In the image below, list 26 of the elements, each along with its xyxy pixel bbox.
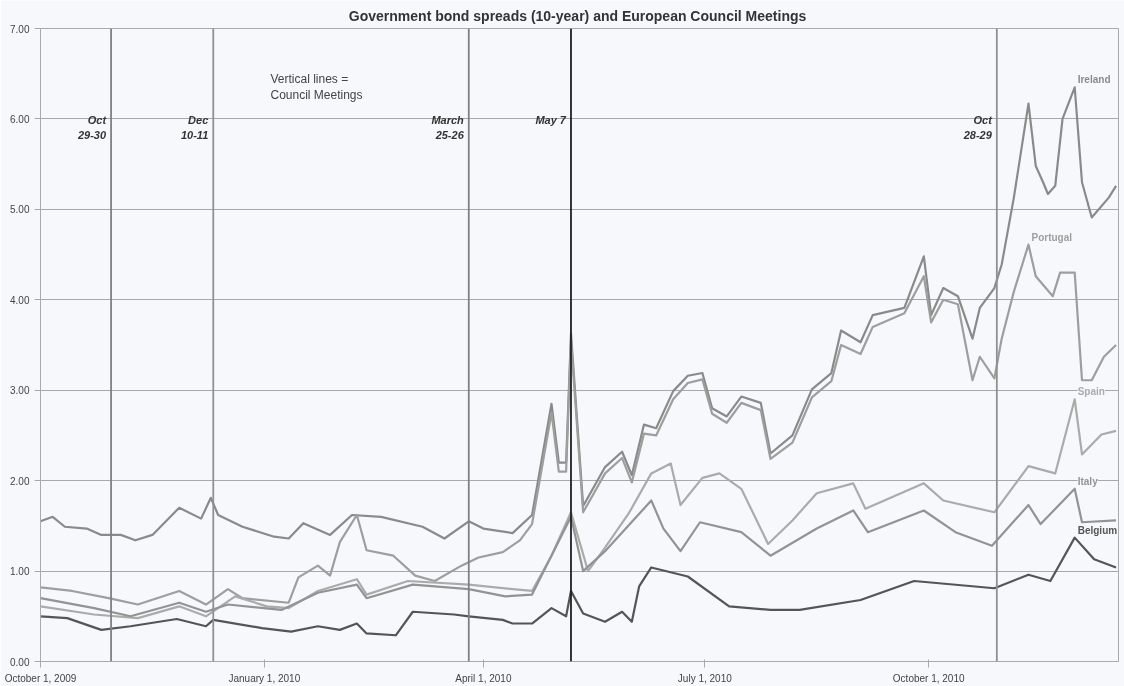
y-tick-label: 7.00 — [10, 23, 30, 35]
chart-title: Government bond spreads (10-year) and European Council Meetings — [348, 7, 807, 24]
x-tick-label: October 1, 2009 — [4, 672, 77, 684]
line-series — [40, 536, 1118, 637]
x-tick-label: April 1, 2010 — [455, 672, 512, 684]
series-label: Portugal — [1031, 231, 1073, 243]
series-label: Ireland — [1077, 74, 1111, 86]
ref-line-label: Oct 29-30 — [76, 114, 108, 141]
y-tick-label: 0.00 — [10, 656, 30, 668]
y-tick-label: 3.00 — [10, 385, 30, 397]
x-tick-label: October 1, 2010 — [892, 672, 965, 684]
x-tick-label: July 1, 2010 — [677, 672, 733, 684]
ref-line-label: May 7 — [535, 114, 567, 127]
annotation: Vertical lines = Council Meetings — [270, 71, 363, 103]
series-label: Belgium — [1077, 524, 1118, 536]
x-tick-label: January 1, 2010 — [228, 672, 301, 684]
y-tick-label: 2.00 — [10, 475, 30, 487]
y-tick-label: 6.00 — [10, 113, 30, 125]
series-label: Italy — [1077, 475, 1099, 487]
series-label: Spain — [1077, 386, 1105, 398]
ref-line-label: March 25-26 — [431, 114, 465, 141]
ref-line-label: Dec 10-11 — [180, 114, 209, 141]
y-tick-label: 1.00 — [10, 566, 30, 578]
y-tick-label: 4.00 — [10, 294, 30, 306]
y-tick-label: 5.00 — [10, 204, 30, 216]
ref-line-label: Oct 28-29 — [962, 114, 994, 141]
